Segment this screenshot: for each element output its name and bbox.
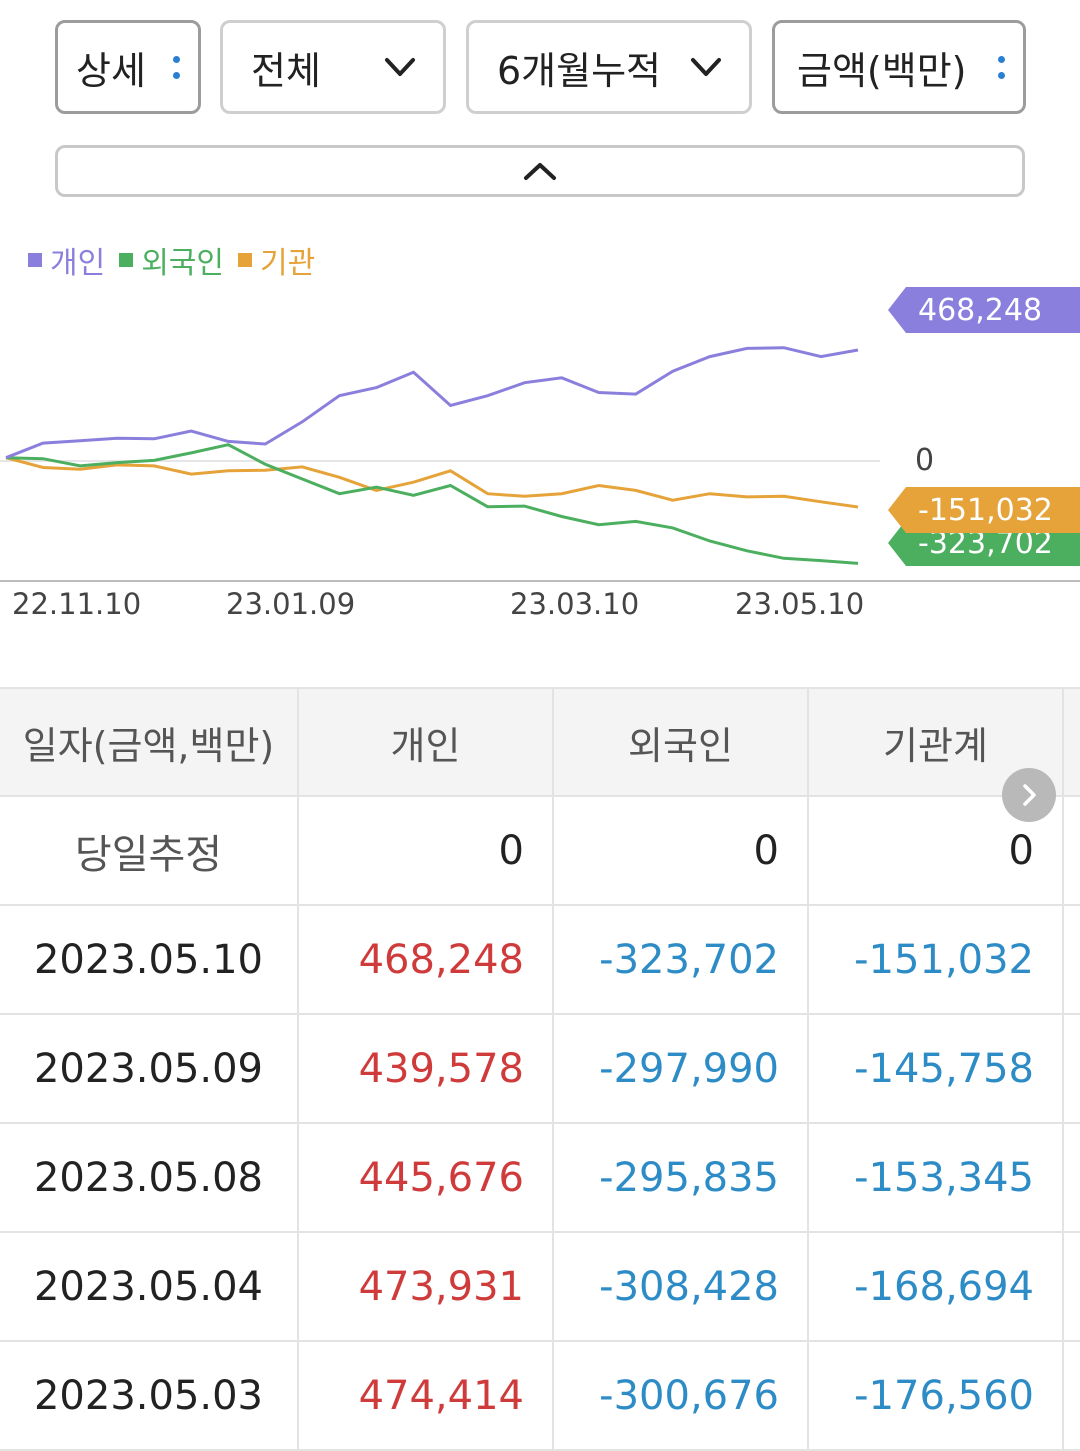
chevron-down-icon [385, 58, 415, 76]
table-row: 당일추정 0 0 0 [0, 796, 1080, 906]
legend-foreign[interactable]: 외국인 [119, 238, 224, 282]
scope-label: 전체 [251, 48, 321, 93]
cell-foreign: -295,835 [553, 1123, 809, 1233]
legend-swatch-institution [238, 253, 253, 267]
end-label-institution: -151,032 [888, 487, 1080, 533]
investor-flow-chart [0, 346, 1080, 582]
table-row: 2023.05.03 474,414 -300,676 -176,560 [0, 1341, 1080, 1451]
cell-spacer [1063, 1014, 1080, 1124]
x-tick-label: 23.03.10 [510, 587, 640, 621]
series-line-individual [5, 346, 859, 460]
cell-date: 당일추정 [0, 796, 299, 906]
series-line-foreign [5, 443, 859, 565]
cell-individual: 0 [298, 796, 554, 906]
chevron-down-icon [691, 58, 721, 76]
header-spacer [1063, 687, 1080, 797]
cell-individual: 474,414 [298, 1341, 554, 1451]
cell-foreign: -323,702 [553, 905, 809, 1015]
cell-date: 2023.05.04 [0, 1232, 299, 1342]
cell-individual: 445,676 [298, 1123, 554, 1233]
period-label: 6개월누적 [497, 48, 662, 93]
scope-dropdown[interactable]: 전체 [220, 20, 446, 114]
more-dots-icon [998, 55, 1005, 79]
cell-institution: -176,560 [808, 1341, 1064, 1451]
cell-institution: -153,345 [808, 1123, 1064, 1233]
period-dropdown[interactable]: 6개월누적 [466, 20, 752, 114]
series-line-institution [5, 456, 859, 509]
cell-individual: 473,931 [298, 1232, 554, 1342]
table-row: 2023.05.04 473,931 -308,428 -168,694 [0, 1232, 1080, 1342]
legend-label-institution: 기관 [260, 246, 316, 281]
cell-date: 2023.05.03 [0, 1341, 299, 1451]
cell-date: 2023.05.10 [0, 905, 299, 1015]
cell-institution: -168,694 [808, 1232, 1064, 1342]
header-individual: 개인 [298, 687, 554, 797]
cell-spacer [1063, 1232, 1080, 1342]
end-label-individual: 468,248 [888, 287, 1080, 333]
legend-swatch-foreign [119, 253, 134, 267]
detail-button[interactable]: 상세 [55, 20, 201, 114]
legend-individual[interactable]: 개인 [28, 238, 105, 282]
legend-label-foreign: 외국인 [141, 246, 225, 281]
cell-foreign: -297,990 [553, 1014, 809, 1124]
investor-trading-table: 일자(금액,백만) 개인 외국인 기관계 당일추정 0 0 0 2023.05.… [0, 687, 1080, 1451]
x-tick-label: 23.01.09 [226, 587, 356, 621]
legend-swatch-individual [28, 253, 42, 267]
cell-spacer [1063, 796, 1080, 906]
unit-label: 금액(백만) [797, 48, 967, 93]
table-row: 2023.05.08 445,676 -295,835 -153,345 [0, 1123, 1080, 1233]
x-tick-label: 22.11.10 [12, 587, 142, 621]
more-dots-icon [173, 55, 180, 79]
header-date: 일자(금액,백만) [0, 687, 299, 797]
x-tick-label: 23.05.10 [735, 587, 865, 621]
cell-spacer [1063, 1341, 1080, 1451]
chart-legend: 개인 외국인 기관 [28, 238, 315, 282]
collapse-filters-button[interactable] [55, 145, 1025, 197]
table-header-row: 일자(금액,백만) 개인 외국인 기관계 [0, 687, 1080, 797]
legend-institution[interactable]: 기관 [238, 238, 315, 282]
table-row: 2023.05.09 439,578 -297,990 -145,758 [0, 1014, 1080, 1124]
cell-date: 2023.05.08 [0, 1123, 299, 1233]
unit-button[interactable]: 금액(백만) [772, 20, 1026, 114]
cell-foreign: -300,676 [553, 1341, 809, 1451]
cell-institution: -145,758 [808, 1014, 1064, 1124]
cell-spacer [1063, 905, 1080, 1015]
chevron-right-icon [1023, 784, 1036, 806]
cell-individual: 439,578 [298, 1014, 554, 1124]
cell-foreign: -308,428 [553, 1232, 809, 1342]
table-row: 2023.05.10 468,248 -323,702 -151,032 [0, 905, 1080, 1015]
cell-date: 2023.05.09 [0, 1014, 299, 1124]
header-foreign: 외국인 [553, 687, 809, 797]
detail-label: 상세 [76, 48, 146, 93]
zero-axis-label: 0 [915, 443, 935, 478]
cell-foreign: 0 [553, 796, 809, 906]
scroll-right-button[interactable] [1002, 768, 1056, 822]
cell-institution: -151,032 [808, 905, 1064, 1015]
cell-individual: 468,248 [298, 905, 554, 1015]
legend-label-individual: 개인 [50, 246, 106, 281]
chevron-up-icon [524, 163, 556, 180]
cell-spacer [1063, 1123, 1080, 1233]
